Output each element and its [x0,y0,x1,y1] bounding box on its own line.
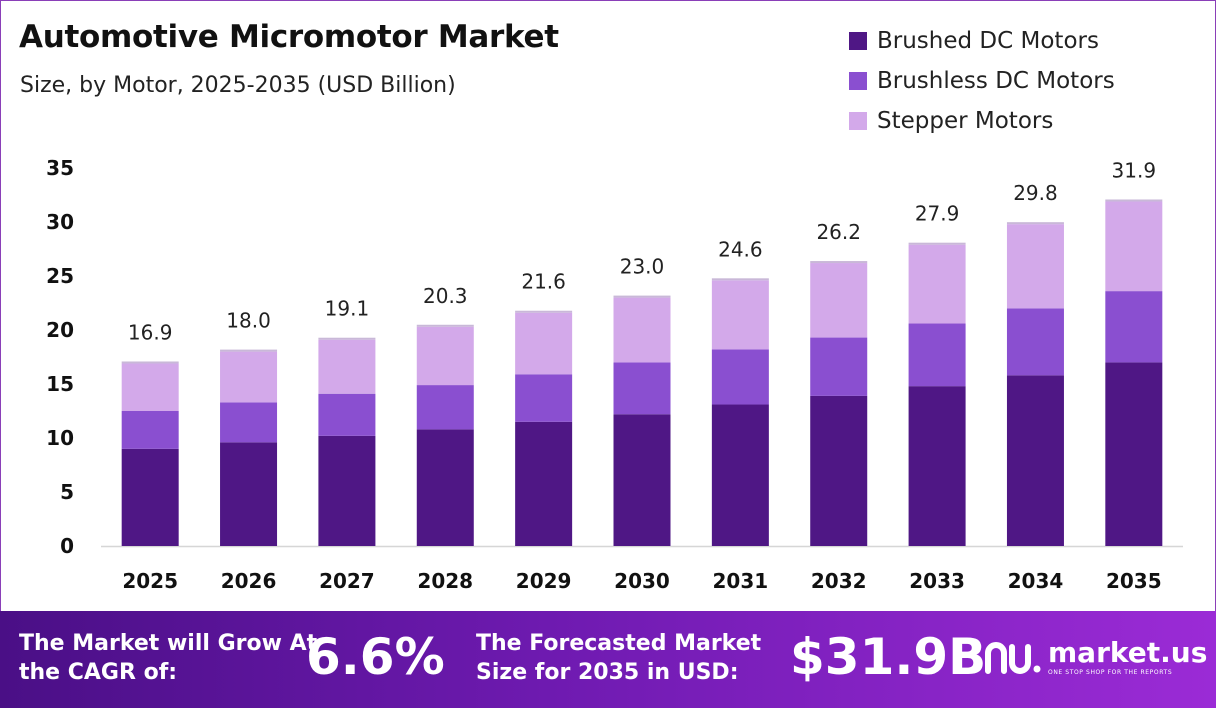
legend-item-brushless: Brushless DC Motors [849,61,1115,101]
bar-total-label: 20.3 [423,284,468,308]
market-us-logo[interactable]: market.us ONE STOP SHOP FOR THE REPORTS [984,637,1207,677]
cagr-label: The Market will Grow At the CAGR of: [19,631,318,685]
legend-swatch-brushed [849,32,867,50]
bar-top-edge [1006,222,1064,225]
logo-tagline: ONE STOP SHOP FOR THE REPORTS [1048,668,1173,676]
y-tick-label: 10 [46,426,74,450]
bar-segment-brushed [1006,375,1064,546]
bar-top-edge [318,337,376,340]
forecast-label: The Forecasted Market Size for 2035 in U… [476,631,762,685]
bar-segment-stepper [121,363,179,411]
x-tick-label: 2025 [122,569,178,593]
bar-top-edge [613,295,671,298]
legend: Brushed DC Motors Brushless DC Motors St… [849,21,1115,141]
bar-segment-stepper [1006,224,1064,309]
bar-segment-brushed [220,442,278,546]
bar-segment-brushless [416,385,474,430]
bar-top-edge [121,361,179,364]
x-tick-label: 2035 [1106,569,1162,593]
legend-label-brushless: Brushless DC Motors [877,68,1115,94]
bar-segment-brushless [613,362,671,415]
bar-segment-brushed [1105,362,1163,546]
legend-item-stepper: Stepper Motors [849,101,1115,141]
forecast-value: $31.9B [790,628,987,686]
x-tick-label: 2029 [516,569,572,593]
x-tick-label: 2027 [319,569,375,593]
bar-segment-brushless [1105,291,1163,363]
bar-segment-brushless [220,402,278,443]
bar-top-edge [711,278,769,281]
bar-segment-brushed [810,395,868,546]
legend-label-brushed: Brushed DC Motors [877,28,1099,54]
bar-segment-stepper [810,263,868,338]
x-tick-label: 2034 [1008,569,1064,593]
bar-segment-brushed [613,414,671,546]
bar-segment-stepper [515,312,573,375]
y-tick-label: 5 [60,480,74,504]
bar-top-edge [810,261,868,264]
bar-total-label: 16.9 [128,320,173,344]
bar-segment-brushed [416,429,474,546]
y-tick-label: 25 [46,264,74,288]
stacked-bar-chart: 0510152025303516.9202518.0202619.1202720… [46,156,1183,593]
legend-item-brushed: Brushed DC Motors [849,21,1115,61]
bar-segment-brushed [908,386,966,546]
chart-title: Automotive Micromotor Market [19,19,559,55]
footer-banner: The Market will Grow At the CAGR of: 6.6… [0,611,1216,708]
cagr-value: 6.6% [306,628,445,686]
bar-total-label: 26.2 [816,220,861,244]
y-tick-label: 30 [46,210,74,234]
bar-total-label: 19.1 [325,297,370,321]
bar-total-label: 21.6 [521,270,566,294]
bar-segment-stepper [711,280,769,350]
x-tick-label: 2030 [614,569,670,593]
bar-segment-stepper [220,351,278,403]
bar-segment-brushless [711,349,769,405]
x-tick-label: 2032 [811,569,867,593]
market-us-logo-icon [985,642,1041,674]
bar-segment-brushless [908,323,966,387]
bar-segment-stepper [908,244,966,324]
bar-segment-stepper [318,339,376,394]
bar-top-edge [515,310,573,313]
y-tick-label: 20 [46,318,74,342]
x-tick-label: 2033 [909,569,965,593]
chart-subtitle: Size, by Motor, 2025-2035 (USD Billion) [20,73,456,98]
logo-name: market.us [1048,635,1208,669]
bar-segment-brushless [515,374,573,422]
bar-segment-brushless [810,337,868,396]
bar-total-label: 18.0 [226,309,271,333]
bar-segment-brushed [318,435,376,546]
x-tick-label: 2026 [221,569,277,593]
legend-swatch-brushless [849,72,867,90]
bar-total-label: 24.6 [718,237,763,261]
y-tick-label: 0 [60,534,74,558]
y-tick-label: 35 [46,156,74,180]
legend-label-stepper: Stepper Motors [877,108,1054,134]
bar-segment-brushless [1006,308,1064,376]
bar-segment-stepper [1105,201,1163,292]
bar-segment-stepper [613,297,671,363]
bar-total-label: 23.0 [620,255,665,279]
y-tick-label: 15 [46,372,74,396]
x-tick-label: 2031 [713,569,769,593]
bar-segment-brushed [515,421,573,546]
bar-segment-brushless [318,393,376,436]
bar-top-edge [220,349,278,352]
legend-swatch-stepper [849,112,867,130]
x-tick-label: 2028 [417,569,473,593]
bar-top-edge [908,242,966,245]
bar-top-edge [1105,199,1163,202]
bar-segment-brushed [711,404,769,546]
bar-segment-brushless [121,411,179,449]
bar-top-edge [416,324,474,327]
bar-total-label: 31.9 [1112,158,1157,182]
bar-segment-stepper [416,326,474,386]
bar-segment-brushed [121,448,179,546]
bar-total-label: 27.9 [915,202,960,226]
bar-total-label: 29.8 [1013,181,1058,205]
